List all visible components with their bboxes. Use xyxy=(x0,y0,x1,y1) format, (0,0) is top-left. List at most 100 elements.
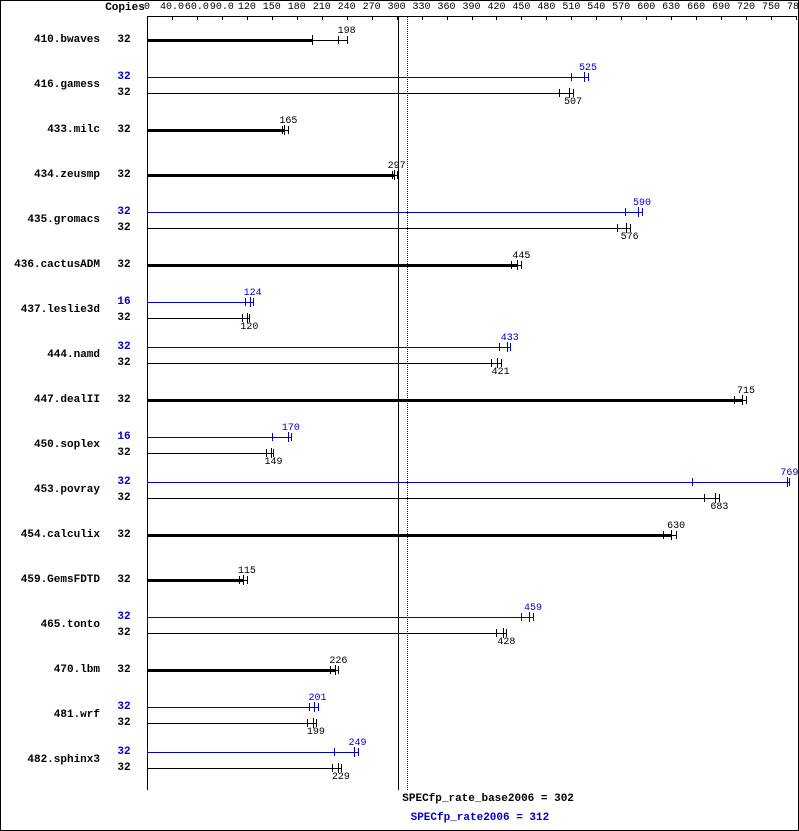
whisker-cap-hi xyxy=(588,73,589,81)
whisker-cap-lo xyxy=(392,171,393,179)
x-tick-label: 630 xyxy=(662,2,680,13)
x-tick-label: 40.0 xyxy=(160,2,184,13)
copies-base: 32 xyxy=(110,574,138,586)
whisker-lo xyxy=(704,498,715,499)
x-tick xyxy=(347,16,348,20)
whisker-cap-lo xyxy=(571,73,572,81)
bar-line xyxy=(147,437,288,438)
x-tick-label: 690 xyxy=(712,2,730,13)
bar-cap-start xyxy=(147,313,148,323)
whisker-cap-lo xyxy=(559,89,560,97)
whisker-cap-hi xyxy=(316,719,317,727)
bar-line xyxy=(147,617,529,618)
bar-line xyxy=(147,93,569,94)
copies-base: 32 xyxy=(110,664,138,676)
copies-peak: 32 xyxy=(110,701,138,713)
bar-cap-start xyxy=(147,297,148,307)
bar-line xyxy=(147,482,787,483)
x-tick-label: 450 xyxy=(512,2,530,13)
benchmark-name: 459.GemsFDTD xyxy=(4,574,100,586)
whisker-cap-lo xyxy=(511,261,512,269)
whisker-cap-lo xyxy=(242,314,243,322)
copies-base: 32 xyxy=(110,87,138,99)
whisker-cap-lo xyxy=(309,703,310,711)
benchmark-name: 447.dealII xyxy=(4,394,100,406)
ref-line-base xyxy=(398,16,399,790)
whisker-cap-hi xyxy=(789,478,790,486)
benchmark-name: 416.gamess xyxy=(4,79,100,91)
whisker-cap-hi xyxy=(506,629,507,637)
x-tick xyxy=(646,16,647,20)
copies-peak: 32 xyxy=(110,746,138,758)
bar-cap-start xyxy=(147,395,148,405)
x-tick xyxy=(422,16,423,20)
copies-base: 32 xyxy=(110,447,138,459)
x-tick xyxy=(696,16,697,20)
whisker-cap-hi xyxy=(253,298,254,306)
copies-base: 32 xyxy=(110,259,138,271)
x-tick xyxy=(322,16,323,20)
bar-cap-start xyxy=(147,125,148,135)
benchmark-name: 450.soplex xyxy=(4,439,100,451)
whisker-lo xyxy=(663,535,671,536)
whisker-cap-hi xyxy=(341,764,342,772)
x-tick-label: 420 xyxy=(487,2,505,13)
bar-cap-start xyxy=(147,35,148,45)
bar-cap-start xyxy=(147,665,148,675)
bar-value-label: 630 xyxy=(667,521,685,532)
bar-cap-start xyxy=(147,718,148,728)
copies-base: 32 xyxy=(110,529,138,541)
x-tick xyxy=(521,16,522,20)
bar-line xyxy=(147,579,243,582)
whisker-cap-lo xyxy=(617,224,618,232)
copies-base: 32 xyxy=(110,394,138,406)
x-tick-label: 600 xyxy=(637,2,655,13)
bar-cap-start xyxy=(147,493,148,503)
bar-value-label: 715 xyxy=(737,386,755,397)
bar-cap-start xyxy=(147,260,148,270)
x-tick-label: 300 xyxy=(388,2,406,13)
bar-line xyxy=(147,77,584,78)
whisker-cap-lo xyxy=(282,126,283,134)
whisker-cap-hi xyxy=(358,748,359,756)
copies-base: 32 xyxy=(110,627,138,639)
x-tick-label: 210 xyxy=(313,2,331,13)
bar-line xyxy=(147,707,314,708)
bar-line xyxy=(147,212,638,213)
bar-line xyxy=(147,723,313,724)
copies-base: 32 xyxy=(110,124,138,136)
whisker-cap-hi xyxy=(288,126,289,134)
copies-peak: 32 xyxy=(110,476,138,488)
benchmark-name: 481.wrf xyxy=(4,709,100,721)
whisker-cap-hi xyxy=(397,171,398,179)
whisker-cap-lo xyxy=(307,719,308,727)
whisker-cap-hi xyxy=(573,89,574,97)
whisker-cap-lo xyxy=(245,298,246,306)
benchmark-name: 444.namd xyxy=(4,349,100,361)
whisker-lo xyxy=(521,617,528,618)
whisker-cap-hi xyxy=(338,666,339,674)
bar-value-label: 115 xyxy=(238,566,256,577)
copies-base: 32 xyxy=(110,34,138,46)
bar-line xyxy=(147,129,284,132)
x-tick-label: 90.0 xyxy=(210,2,234,13)
copies-peak: 32 xyxy=(110,206,138,218)
bar-cap-start xyxy=(147,88,148,98)
ref-label-peak: SPECfp_rate2006 = 312 xyxy=(411,812,550,824)
bar-line xyxy=(147,228,626,229)
benchmark-name: 434.zeusmp xyxy=(4,169,100,181)
copies-peak: 32 xyxy=(110,611,138,623)
x-tick xyxy=(147,16,148,20)
whisker-cap-hi xyxy=(318,703,319,711)
whisker-cap-lo xyxy=(338,36,339,44)
bar-value-label: 170 xyxy=(282,423,300,434)
bar-value-label: 165 xyxy=(279,116,297,127)
bar-cap-start xyxy=(147,628,148,638)
whisker-lo xyxy=(571,77,583,78)
x-tick-label: 750 xyxy=(762,2,780,13)
whisker-lo xyxy=(559,93,569,94)
x-tick xyxy=(447,16,448,20)
x-tick xyxy=(796,16,797,20)
bar-cap-start xyxy=(147,530,148,540)
bar-cap-start xyxy=(147,763,148,773)
